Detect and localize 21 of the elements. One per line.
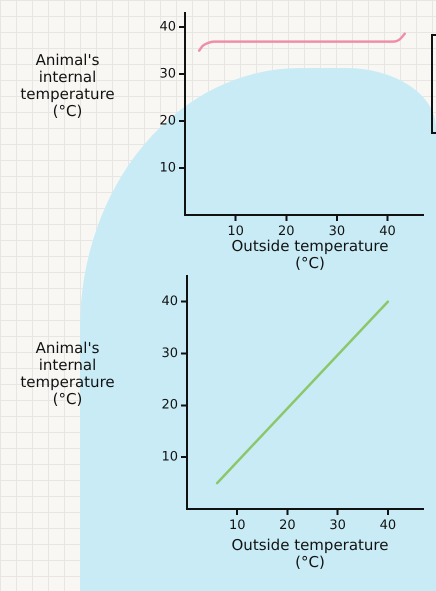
- x-tick-label: 40: [380, 518, 396, 534]
- x-tick-label: 30: [329, 518, 346, 534]
- y-tick-label: 10: [159, 160, 176, 176]
- x-tick-label: 20: [278, 224, 295, 240]
- x-axis-title: Outside temperature (°C): [230, 536, 390, 571]
- x-axis-title: Outside temperature (°C): [230, 237, 390, 272]
- line-series: [198, 32, 406, 52]
- y-tick-label: 30: [159, 66, 176, 82]
- y-tick-label: 10: [161, 450, 178, 465]
- x-tick-label: 30: [328, 224, 346, 240]
- y-tick-label: 30: [161, 346, 178, 361]
- x-tick-label: 40: [379, 224, 396, 240]
- y-axis-title: Animal's internal temperature (°C): [19, 339, 116, 408]
- y-tick-label: 20: [159, 113, 176, 128]
- y-tick-label: 20: [161, 398, 178, 413]
- x-tick-label: 10: [228, 518, 246, 534]
- y-tick-label: 40: [159, 19, 176, 34]
- y-tick-label: 40: [161, 294, 178, 310]
- x-tick-label: 20: [279, 518, 296, 534]
- y-axis-title: Animal's internal temperature (°C): [19, 51, 116, 120]
- x-tick-label: 10: [227, 224, 244, 240]
